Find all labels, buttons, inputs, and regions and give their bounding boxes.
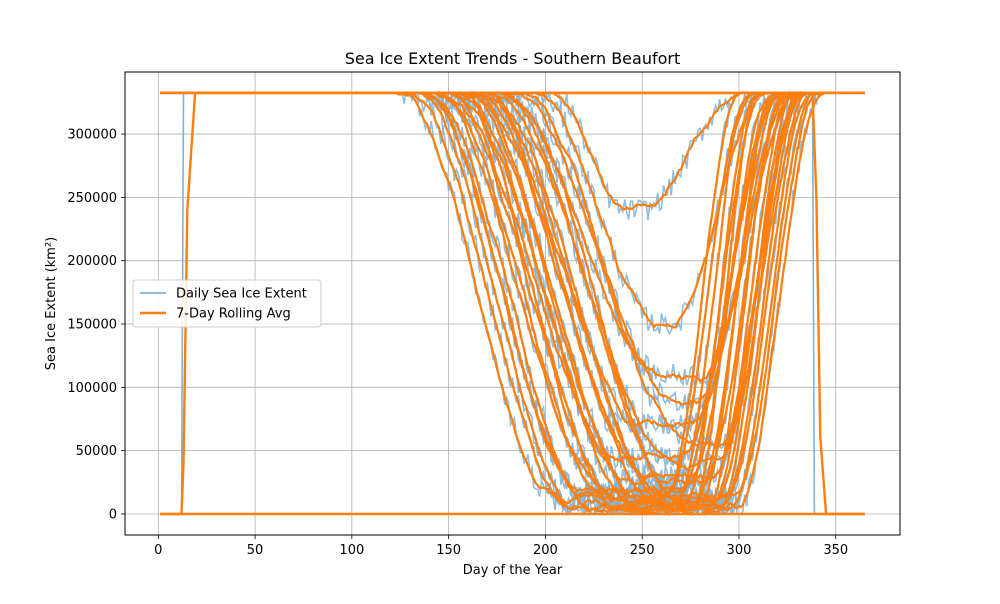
x-tick-label: 200 xyxy=(533,543,558,558)
y-tick-label: 50000 xyxy=(76,444,117,459)
chart-title: Sea Ice Extent Trends - Southern Beaufor… xyxy=(345,49,681,68)
x-tick-label: 0 xyxy=(154,543,162,558)
legend: Daily Sea Ice Extent 7-Day Rolling Avg xyxy=(132,279,322,328)
axis-ticks: 0 50 100 150 200 250 300 350 0 50000 100000 150000 2… xyxy=(67,128,848,558)
plot-lines xyxy=(160,89,865,517)
y-axis-label: Sea Ice Extent (km²) xyxy=(44,237,59,370)
rolling-avg-line xyxy=(160,91,865,516)
legend-label-daily: Daily Sea Ice Extent xyxy=(176,287,307,302)
x-tick-label: 350 xyxy=(823,543,848,558)
x-tick-label: 50 xyxy=(247,543,264,558)
legend-box xyxy=(132,279,322,328)
legend-label-rolling: 7-Day Rolling Avg xyxy=(176,307,291,322)
y-tick-label: 100000 xyxy=(67,381,117,396)
x-tick-label: 250 xyxy=(630,543,655,558)
x-tick-label: 150 xyxy=(436,543,461,558)
x-tick-label: 100 xyxy=(339,543,364,558)
y-tick-label: 200000 xyxy=(67,254,117,269)
plot-frame xyxy=(124,71,901,536)
y-tick-label: 0 xyxy=(109,507,117,522)
x-axis-label: Day of the Year xyxy=(463,563,563,578)
y-tick-label: 250000 xyxy=(67,191,117,206)
y-tick-label: 300000 xyxy=(67,128,117,143)
x-tick-label: 300 xyxy=(727,543,752,558)
rolling-series-group xyxy=(160,91,865,516)
y-tick-label: 150000 xyxy=(67,318,117,333)
